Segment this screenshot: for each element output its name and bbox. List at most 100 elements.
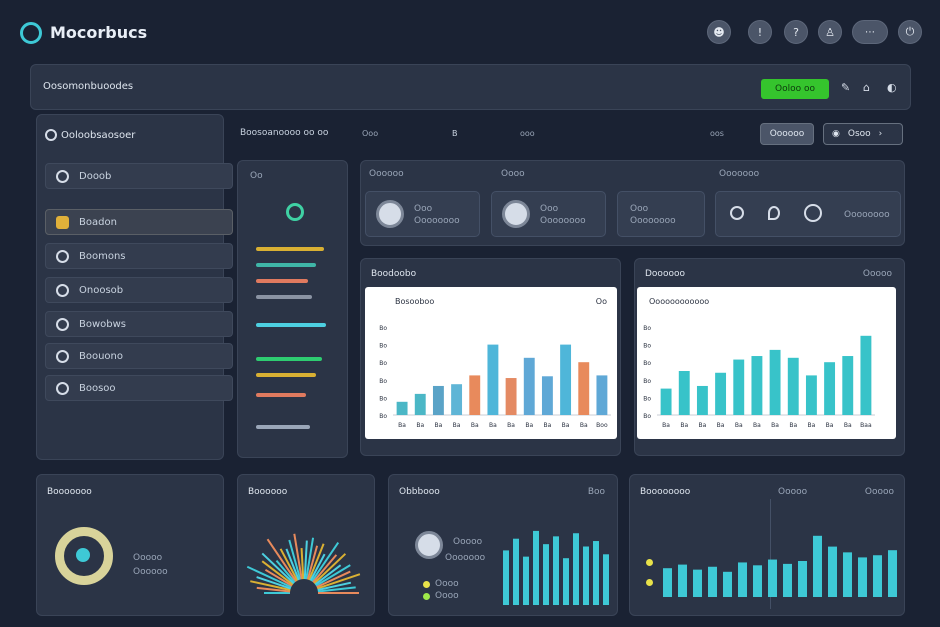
primary-action-button[interactable]: Ooloo oo	[761, 79, 829, 99]
y-tick-label: Bo	[643, 413, 651, 420]
bottom-panel-3: Obbbooo Boo Ooooo Ooooooo Oooo Oooo	[388, 474, 618, 616]
bottom-panel-4: Boooooooo Ooooo Ooooo	[629, 474, 905, 616]
x-tick-label: Ba	[525, 422, 533, 429]
bar-mark	[487, 344, 499, 415]
card-1-line2: Oooooooo	[414, 216, 460, 226]
x-tick-label: Ba	[771, 422, 779, 429]
radial-ray	[305, 537, 315, 580]
x-tick-label: Ba	[580, 422, 588, 429]
user-icon[interactable]: ☻	[707, 20, 731, 44]
x-tick-label: Ba	[717, 422, 725, 429]
bar-chart-right-plot: Bo Bo Bo Bo Bo Bo Ba Ba Ba Ba Ba Ba Ba Ba Ba Ba Ba Baa	[643, 325, 875, 429]
stat-card-2[interactable]: Ooo Oooooooo	[491, 191, 606, 237]
top-cards-panel: Oooooo Oooo Ooooooo Ooo Oooooooo Ooo Ooo…	[360, 160, 905, 246]
status-stripe	[256, 263, 316, 267]
sidebar-item-1[interactable]: Boadon	[45, 209, 233, 235]
mini-bar-mark	[603, 554, 609, 605]
y-tick-label: Bo	[643, 360, 651, 367]
sidebar-logo-icon	[45, 129, 57, 141]
location-icon	[730, 206, 744, 220]
chart-right-subtitle: Oooooooooooo	[649, 297, 710, 306]
mini-bar-mark	[513, 538, 519, 605]
nav-item-icon	[56, 381, 69, 395]
yellow-dot-icon	[423, 581, 430, 588]
sidebar-item-label: Onoosob	[79, 284, 124, 296]
radial-ray	[312, 554, 338, 583]
mini-bar-mark	[723, 571, 732, 597]
pin-icon	[768, 206, 780, 220]
mini-bar-mark	[678, 564, 687, 597]
x-tick-label: Ba	[662, 422, 670, 429]
bar-mark	[560, 344, 572, 415]
bottom-3-title: Obbbooo	[399, 487, 440, 497]
mini-bar-chart-3	[503, 530, 609, 605]
stat-card-1[interactable]: Ooo Oooooooo	[365, 191, 480, 237]
bottom-3-row1: Oooo	[435, 579, 459, 589]
power-icon[interactable]: ⏻	[898, 20, 922, 44]
bar-mark	[660, 388, 672, 415]
card-avatar-icon	[502, 200, 530, 228]
sidebar-item-6[interactable]: Boosoo	[45, 375, 233, 401]
home-icon[interactable]: ⌂	[863, 81, 870, 94]
stat-card-3[interactable]: Ooo Oooooooo	[617, 191, 705, 237]
y-tick-label: Bo	[379, 378, 387, 385]
bar-mark	[541, 376, 553, 415]
card-4-line1: Oooooooo	[844, 210, 890, 220]
radial-ray	[246, 565, 292, 589]
status-stripe	[256, 279, 308, 283]
filter-link-b[interactable]: B	[452, 129, 458, 138]
radial-ray	[250, 580, 291, 591]
subheader-bar: Oosomonbuoodes Ooloo oo ✎ ⌂ ◐	[30, 64, 911, 110]
card-3-line2: Oooooooo	[630, 216, 676, 226]
bottom-3-row2: Oooo	[435, 591, 459, 601]
mini-bar-mark	[553, 536, 559, 605]
card-1-line1: Ooo	[414, 204, 433, 214]
radial-ray	[316, 573, 361, 590]
donut-chart	[55, 527, 113, 585]
toolbar-button[interactable]: Oooooo	[760, 123, 814, 145]
mini-bar-mark	[828, 546, 837, 597]
sidebar-item-0[interactable]: Dooob	[45, 163, 233, 189]
radial-ray	[317, 581, 352, 591]
radial-ray	[308, 543, 325, 581]
sidebar-item-4[interactable]: Bowobws	[45, 311, 233, 337]
filter-link-a[interactable]: Ooo	[362, 129, 379, 138]
mini-bar-mark	[583, 546, 589, 605]
status-stripe	[256, 295, 312, 299]
sidebar-item-2[interactable]: Boomons	[45, 243, 233, 269]
chat-icon[interactable]: ?	[784, 20, 808, 44]
filter-link-c[interactable]: ooo	[520, 129, 535, 138]
bar-mark	[805, 375, 817, 415]
bar-mark	[769, 349, 781, 415]
sidebar-item-5[interactable]: Boouono	[45, 343, 233, 369]
app-title: Mocorbucs	[50, 23, 148, 42]
nav-item-icon	[56, 215, 69, 229]
profile-avatar	[415, 531, 443, 559]
y-tick-label: Bo	[643, 395, 651, 402]
sidebar-item-label: Dooob	[79, 170, 112, 182]
edit-icon[interactable]: ✎	[841, 81, 851, 94]
bar-mark	[733, 359, 745, 415]
sidebar-item-3[interactable]: Onoosob	[45, 277, 233, 303]
bar-mark	[824, 362, 836, 415]
mini-bar-mark	[888, 550, 897, 597]
target-icon	[804, 204, 822, 222]
nav-item-icon	[56, 349, 69, 363]
bar-mark	[696, 385, 708, 415]
radial-ray	[309, 553, 326, 582]
x-tick-label: Ba	[416, 422, 424, 429]
mini-bar-mark	[798, 561, 807, 597]
options-icon[interactable]: ⋯	[852, 20, 888, 44]
alert-icon[interactable]: !	[748, 20, 772, 44]
mini-bar-mark	[843, 552, 852, 597]
stat-card-4[interactable]: Oooooooo	[715, 191, 901, 237]
y-tick-label: Bo	[643, 325, 651, 332]
theme-icon[interactable]: ◐	[887, 81, 897, 94]
status-stripe	[256, 323, 326, 327]
toolbar-select[interactable]: ◉ Osoo ›	[823, 123, 903, 145]
profile-icon[interactable]: ♙	[818, 20, 842, 44]
mini-bar-mark	[783, 563, 792, 597]
x-tick-label: Ba	[435, 422, 443, 429]
x-tick-label: Ba	[699, 422, 707, 429]
status-ring-icon	[286, 203, 304, 221]
